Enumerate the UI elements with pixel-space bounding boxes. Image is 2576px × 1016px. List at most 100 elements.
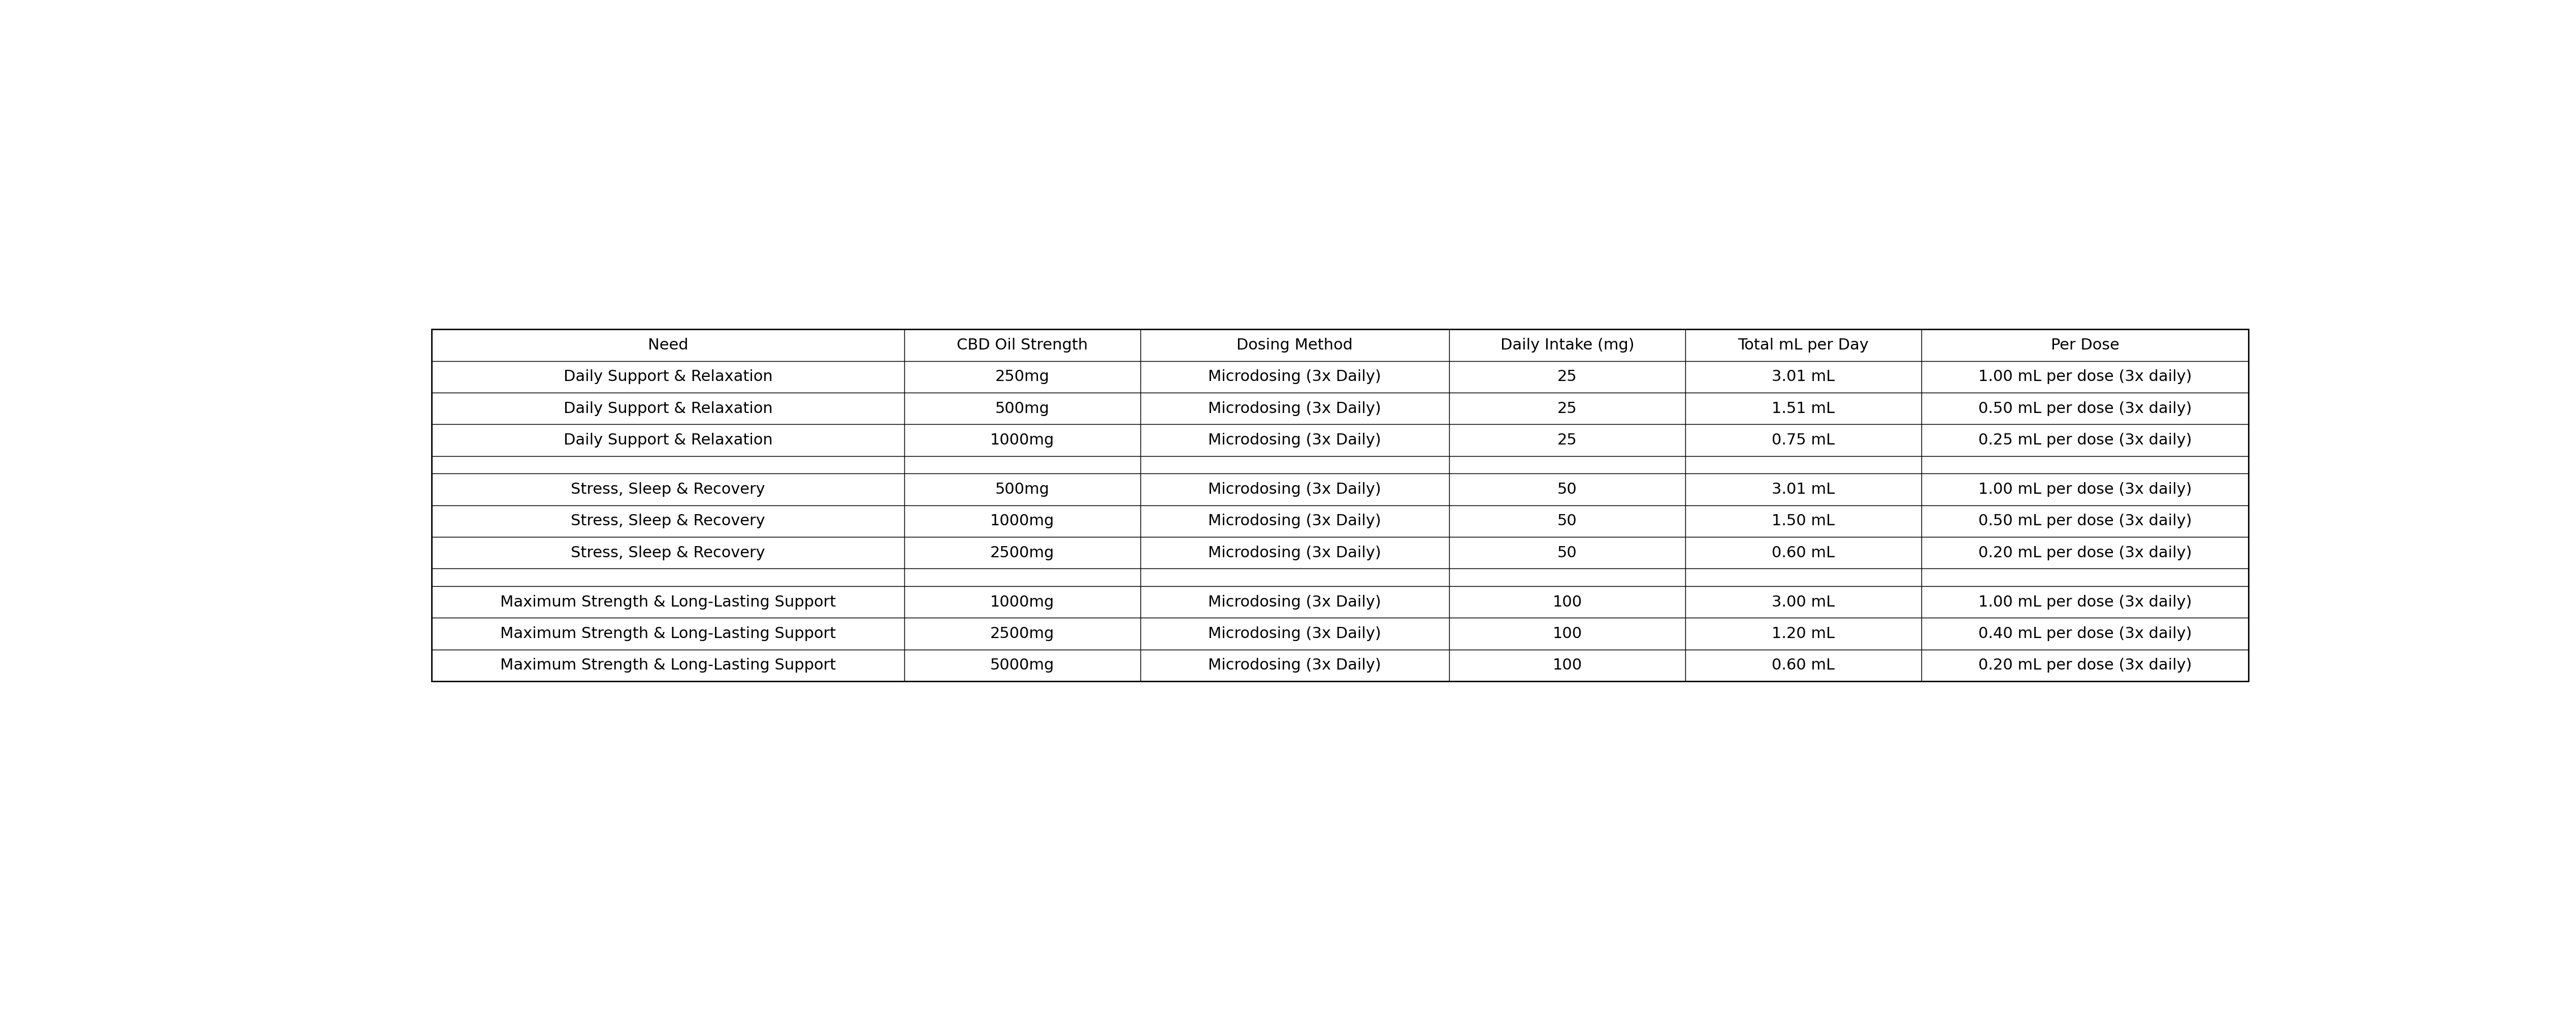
Text: 100: 100 bbox=[1553, 626, 1582, 641]
Text: 0.50 mL per dose (3x daily): 0.50 mL per dose (3x daily) bbox=[1978, 514, 2192, 528]
Text: Need: Need bbox=[647, 337, 688, 353]
Bar bbox=[1141, 649, 1450, 682]
Text: 1000mg: 1000mg bbox=[989, 514, 1054, 528]
Text: 25: 25 bbox=[1558, 370, 1577, 384]
Bar bbox=[1141, 537, 1450, 569]
Bar bbox=[904, 537, 1141, 569]
Text: Dosing Method: Dosing Method bbox=[1236, 337, 1352, 353]
Bar bbox=[1141, 392, 1450, 425]
Text: Stress, Sleep & Recovery: Stress, Sleep & Recovery bbox=[572, 546, 765, 560]
Bar bbox=[904, 505, 1141, 537]
Bar bbox=[1922, 586, 2249, 618]
Bar bbox=[904, 392, 1141, 425]
Bar bbox=[1450, 456, 1685, 473]
Text: Microdosing (3x Daily): Microdosing (3x Daily) bbox=[1208, 626, 1381, 641]
Text: Daily Support & Relaxation: Daily Support & Relaxation bbox=[564, 433, 773, 448]
Bar bbox=[1922, 473, 2249, 505]
Bar bbox=[1450, 537, 1685, 569]
Bar bbox=[1450, 569, 1685, 586]
Text: Total mL per Day: Total mL per Day bbox=[1739, 337, 1870, 353]
Bar bbox=[1141, 586, 1450, 618]
Bar bbox=[1922, 329, 2249, 361]
Bar bbox=[433, 361, 904, 392]
Bar bbox=[904, 473, 1141, 505]
Bar bbox=[1685, 649, 1922, 682]
Bar bbox=[1685, 569, 1922, 586]
Bar bbox=[433, 537, 904, 569]
Text: 0.25 mL per dose (3x daily): 0.25 mL per dose (3x daily) bbox=[1978, 433, 2192, 448]
Bar bbox=[904, 586, 1141, 618]
Bar bbox=[1450, 361, 1685, 392]
Text: Maximum Strength & Long-Lasting Support: Maximum Strength & Long-Lasting Support bbox=[500, 658, 835, 673]
Bar bbox=[1922, 392, 2249, 425]
Text: 1.00 mL per dose (3x daily): 1.00 mL per dose (3x daily) bbox=[1978, 594, 2192, 610]
Bar bbox=[1922, 569, 2249, 586]
Text: 0.50 mL per dose (3x daily): 0.50 mL per dose (3x daily) bbox=[1978, 401, 2192, 416]
Bar bbox=[433, 456, 904, 473]
Bar bbox=[433, 505, 904, 537]
Text: Microdosing (3x Daily): Microdosing (3x Daily) bbox=[1208, 433, 1381, 448]
Bar bbox=[1922, 618, 2249, 649]
Text: 250mg: 250mg bbox=[994, 370, 1048, 384]
Text: 25: 25 bbox=[1558, 401, 1577, 416]
Text: 1.20 mL: 1.20 mL bbox=[1772, 626, 1834, 641]
Text: 1.00 mL per dose (3x daily): 1.00 mL per dose (3x daily) bbox=[1978, 370, 2192, 384]
Text: Stress, Sleep & Recovery: Stress, Sleep & Recovery bbox=[572, 514, 765, 528]
Text: Microdosing (3x Daily): Microdosing (3x Daily) bbox=[1208, 514, 1381, 528]
Bar bbox=[1922, 361, 2249, 392]
Text: Microdosing (3x Daily): Microdosing (3x Daily) bbox=[1208, 370, 1381, 384]
Bar bbox=[433, 473, 904, 505]
Bar bbox=[1450, 392, 1685, 425]
Text: Per Dose: Per Dose bbox=[2050, 337, 2120, 353]
Text: Maximum Strength & Long-Lasting Support: Maximum Strength & Long-Lasting Support bbox=[500, 594, 835, 610]
Text: 0.20 mL per dose (3x daily): 0.20 mL per dose (3x daily) bbox=[1978, 658, 2192, 673]
Bar bbox=[1141, 618, 1450, 649]
Text: 500mg: 500mg bbox=[994, 401, 1048, 416]
Text: 0.60 mL: 0.60 mL bbox=[1772, 658, 1834, 673]
Text: 0.60 mL: 0.60 mL bbox=[1772, 546, 1834, 560]
Bar bbox=[1685, 425, 1922, 456]
Bar bbox=[1450, 505, 1685, 537]
Text: 0.75 mL: 0.75 mL bbox=[1772, 433, 1834, 448]
Bar bbox=[1685, 586, 1922, 618]
Bar bbox=[1685, 361, 1922, 392]
Bar bbox=[1685, 537, 1922, 569]
Text: 25: 25 bbox=[1558, 433, 1577, 448]
Text: Microdosing (3x Daily): Microdosing (3x Daily) bbox=[1208, 658, 1381, 673]
Bar bbox=[1450, 586, 1685, 618]
Bar bbox=[904, 456, 1141, 473]
Text: 100: 100 bbox=[1553, 594, 1582, 610]
Bar bbox=[433, 329, 2249, 682]
Text: 2500mg: 2500mg bbox=[989, 546, 1054, 560]
Text: Daily Intake (mg): Daily Intake (mg) bbox=[1499, 337, 1633, 353]
Bar bbox=[1922, 456, 2249, 473]
Bar bbox=[1141, 569, 1450, 586]
Bar bbox=[433, 425, 904, 456]
Text: 3.01 mL: 3.01 mL bbox=[1772, 482, 1834, 497]
Bar bbox=[433, 569, 904, 586]
Bar bbox=[433, 649, 904, 682]
Bar bbox=[1141, 361, 1450, 392]
Bar bbox=[1450, 329, 1685, 361]
Text: 1.50 mL: 1.50 mL bbox=[1772, 514, 1834, 528]
Text: Microdosing (3x Daily): Microdosing (3x Daily) bbox=[1208, 546, 1381, 560]
Bar bbox=[904, 329, 1141, 361]
Bar bbox=[1141, 329, 1450, 361]
Text: 0.40 mL per dose (3x daily): 0.40 mL per dose (3x daily) bbox=[1978, 626, 2192, 641]
Text: 5000mg: 5000mg bbox=[989, 658, 1054, 673]
Bar bbox=[1685, 392, 1922, 425]
Text: Microdosing (3x Daily): Microdosing (3x Daily) bbox=[1208, 401, 1381, 416]
Text: 50: 50 bbox=[1558, 514, 1577, 528]
Bar bbox=[433, 586, 904, 618]
Bar bbox=[1141, 425, 1450, 456]
Bar bbox=[433, 618, 904, 649]
Bar bbox=[1450, 618, 1685, 649]
Bar bbox=[1922, 537, 2249, 569]
Text: 1000mg: 1000mg bbox=[989, 433, 1054, 448]
Bar bbox=[1685, 329, 1922, 361]
Text: CBD Oil Strength: CBD Oil Strength bbox=[956, 337, 1087, 353]
Bar bbox=[433, 392, 904, 425]
Bar bbox=[1922, 505, 2249, 537]
Text: Stress, Sleep & Recovery: Stress, Sleep & Recovery bbox=[572, 482, 765, 497]
Text: 50: 50 bbox=[1558, 546, 1577, 560]
